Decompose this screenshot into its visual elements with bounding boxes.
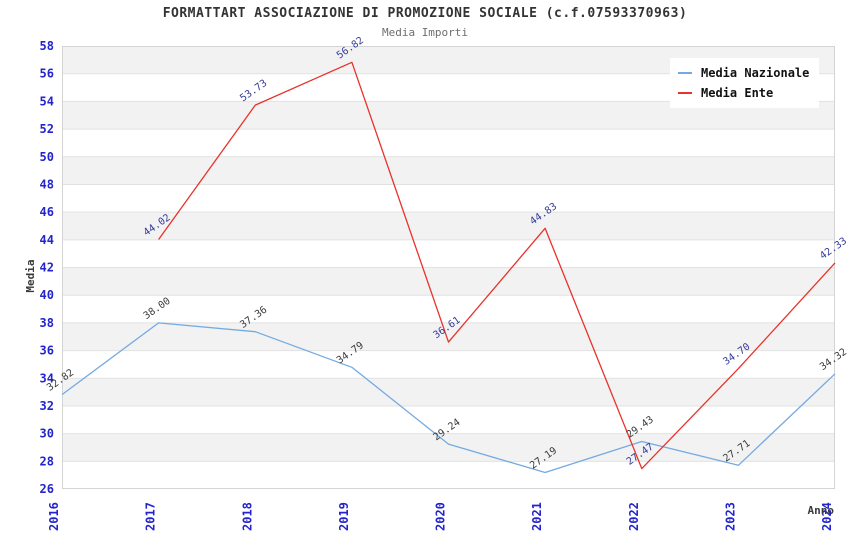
plot-border xyxy=(62,46,835,489)
x-tick-label: 2018 xyxy=(240,502,254,531)
series-line-media-nazionale xyxy=(61,322,836,474)
y-tick-label: 56 xyxy=(40,67,54,81)
series-line-media-ente xyxy=(158,61,836,470)
y-tick-label: 44 xyxy=(40,233,54,247)
y-tick-label: 46 xyxy=(40,205,54,219)
legend-label: Media Nazionale xyxy=(701,66,810,80)
y-tick-label: 36 xyxy=(40,344,54,358)
line-swatch-icon xyxy=(678,72,692,74)
y-tick-label: 38 xyxy=(40,316,54,330)
legend: Media Nazionale Media Ente xyxy=(670,58,820,108)
grid-band xyxy=(62,378,835,406)
y-tick-label: 50 xyxy=(40,150,54,164)
y-tick-label: 34 xyxy=(40,371,54,385)
grid-band xyxy=(62,322,835,351)
x-tick-label: 2016 xyxy=(47,502,61,531)
grid-band xyxy=(62,212,835,240)
chart-subtitle: Media Importi xyxy=(381,26,469,39)
y-tick-label: 42 xyxy=(40,261,54,275)
y-tick-label: 54 xyxy=(40,94,54,108)
y-tick-label: 30 xyxy=(40,427,54,441)
grid-band xyxy=(62,433,835,462)
x-tick-label: 2022 xyxy=(627,502,641,531)
y-tick-label: 32 xyxy=(40,399,54,413)
y-tick-label: 48 xyxy=(40,177,54,191)
legend-label: Media Ente xyxy=(701,86,774,100)
x-axis-title: Anno xyxy=(807,504,835,517)
y-tick-label: 40 xyxy=(40,288,54,302)
y-tick-label: 28 xyxy=(40,454,54,468)
grid-band xyxy=(62,267,835,296)
x-tick-label: 2019 xyxy=(337,502,351,531)
x-tick-label: 2023 xyxy=(723,502,737,531)
x-tick-label: 2017 xyxy=(144,502,158,531)
y-tick-label: 52 xyxy=(40,122,54,136)
legend-item-media-nazionale: Media Nazionale xyxy=(678,63,809,83)
line-swatch-icon xyxy=(678,92,692,94)
x-tick-label: 2024 xyxy=(820,502,834,531)
grid-band xyxy=(62,156,835,185)
page-title: FORMATTART ASSOCIAZIONE DI PROMOZIONE SO… xyxy=(162,6,688,21)
y-axis-title: Media xyxy=(24,259,37,293)
y-tick-label: 26 xyxy=(40,482,54,496)
legend-item-media-ente: Media Ente xyxy=(678,83,809,103)
x-tick-label: 2021 xyxy=(530,502,544,531)
y-tick-label: 58 xyxy=(40,39,54,53)
x-tick-label: 2020 xyxy=(434,502,448,531)
